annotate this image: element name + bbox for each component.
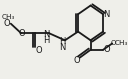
Text: H: H <box>44 36 50 45</box>
Text: CH₃: CH₃ <box>1 14 15 20</box>
Text: O: O <box>3 19 10 28</box>
Text: O: O <box>104 45 110 54</box>
Text: O: O <box>18 29 25 38</box>
Text: CH₃: CH₃ <box>115 40 128 46</box>
Text: O: O <box>111 40 116 46</box>
Text: N: N <box>44 30 50 39</box>
Text: O: O <box>74 56 80 65</box>
Text: N: N <box>59 43 65 52</box>
Text: N: N <box>103 10 109 19</box>
Text: H: H <box>59 37 65 46</box>
Text: O: O <box>35 46 42 55</box>
